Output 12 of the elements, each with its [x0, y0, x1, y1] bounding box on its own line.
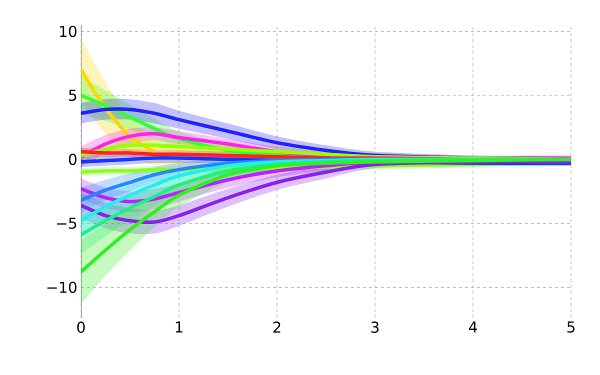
x-tick-label: 0 [77, 322, 85, 333]
line-series [81, 158, 572, 274]
x-tick-label: 2 [273, 322, 280, 333]
x-tick-label: 4 [468, 322, 477, 332]
y-tick-label: −5 [56, 218, 76, 229]
y-tick-label: 10 [60, 26, 76, 38]
x-tick-label: 1 [176, 322, 182, 332]
y-tick-label: 5 [69, 90, 76, 101]
x-tick-label: 3 [371, 322, 379, 333]
y-tick-label: 0 [68, 154, 76, 166]
x-tick-label: 5 [567, 322, 574, 333]
y-tick-label: −10 [47, 282, 76, 293]
